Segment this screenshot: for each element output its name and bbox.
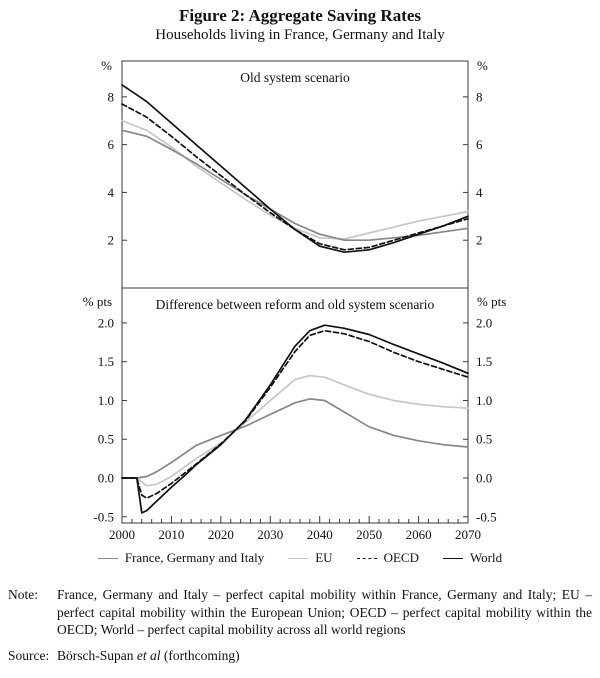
axis-unit-label: % bbox=[101, 58, 112, 73]
source-text: Börsch-Supan et al (forthcoming) bbox=[57, 647, 240, 665]
y-tick-label: 0.0 bbox=[98, 471, 114, 486]
axis-unit-label: % bbox=[477, 58, 488, 73]
series-line-oecd bbox=[121, 103, 469, 251]
y-tick-label: 0.5 bbox=[476, 432, 492, 447]
panel-frame bbox=[121, 287, 469, 524]
series-line-oecd bbox=[121, 329, 469, 500]
x-tick-label: 2070 bbox=[455, 527, 481, 542]
y-tick-label: 1.0 bbox=[98, 393, 114, 408]
x-tick-label: 2030 bbox=[257, 527, 283, 542]
series-line-world bbox=[121, 324, 469, 514]
legend-label: France, Germany and Italy bbox=[124, 550, 265, 565]
panel-frame bbox=[121, 60, 469, 289]
x-tick-label: 2040 bbox=[307, 527, 333, 542]
y-tick-label: 8 bbox=[476, 89, 483, 104]
legend-label: OECD bbox=[383, 550, 419, 565]
legend-item: World bbox=[442, 550, 503, 566]
legend-line-sample bbox=[97, 557, 118, 559]
source-block: Source: Börsch-Supan et al (forthcoming) bbox=[8, 647, 592, 665]
x-tick-label: 2020 bbox=[208, 527, 234, 542]
legend-label: World bbox=[469, 550, 503, 565]
series-line-fgi bbox=[121, 398, 469, 479]
note-block: Note: France, Germany and Italy – perfec… bbox=[8, 586, 592, 639]
legend-label: EU bbox=[315, 550, 333, 565]
saving-rates-chart: 2 2 4 4 6 6 8 8% % Old system scenario -0.5 -0.5 0.0… bbox=[83, 58, 507, 542]
y-tick-label: 1.5 bbox=[98, 354, 114, 369]
legend-item: OECD bbox=[356, 550, 419, 566]
source-label: Source: bbox=[8, 647, 50, 663]
axis-unit-label: % pts bbox=[477, 294, 506, 309]
y-tick-label: 4 bbox=[108, 185, 115, 200]
x-tick-label: 2000 bbox=[109, 527, 135, 542]
y-tick-label: 8 bbox=[108, 89, 115, 104]
panel-title: Old system scenario bbox=[240, 70, 350, 85]
y-tick-label: 2 bbox=[476, 233, 483, 248]
x-tick-label: 2050 bbox=[356, 527, 382, 542]
legend-line-sample bbox=[356, 557, 377, 559]
legend-line-sample bbox=[442, 557, 463, 559]
series-line-world bbox=[121, 84, 469, 254]
note-label: Note: bbox=[8, 587, 38, 602]
source-etal: et al bbox=[136, 647, 161, 663]
y-tick-label: 2 bbox=[108, 233, 115, 248]
legend-line-sample bbox=[288, 557, 309, 559]
series-line-fgi bbox=[121, 129, 469, 242]
y-tick-label: 6 bbox=[476, 137, 483, 152]
y-tick-label: -0.5 bbox=[93, 509, 114, 524]
y-tick-label: -0.5 bbox=[476, 509, 497, 524]
legend-item: EU bbox=[288, 550, 333, 566]
legend-item: France, Germany and Italy bbox=[97, 550, 265, 566]
y-tick-label: 6 bbox=[108, 137, 115, 152]
panel-title: Difference between reform and old system… bbox=[156, 297, 435, 312]
y-tick-label: 2.0 bbox=[98, 315, 114, 330]
axis-unit-label: % pts bbox=[83, 294, 112, 309]
x-tick-label: 2010 bbox=[158, 527, 184, 542]
figure-subtitle: Households living in France, Germany and… bbox=[155, 27, 445, 43]
legend: France, Germany and Italy EU OECD World bbox=[0, 550, 600, 566]
y-tick-label: 1.0 bbox=[476, 393, 492, 408]
source-author: Börsch-Supan bbox=[57, 647, 137, 663]
y-tick-label: 0.5 bbox=[98, 432, 114, 447]
y-tick-label: 1.5 bbox=[476, 354, 492, 369]
figure-title: Figure 2: Aggregate Saving Rates bbox=[178, 6, 422, 25]
y-tick-label: 4 bbox=[476, 185, 483, 200]
x-tick-label: 2060 bbox=[406, 527, 432, 542]
source-status: (forthcoming) bbox=[160, 647, 240, 663]
series-line-eu bbox=[121, 374, 469, 487]
y-tick-label: 0.0 bbox=[476, 471, 492, 486]
y-tick-label: 2.0 bbox=[476, 315, 492, 330]
note-text: France, Germany and Italy – perfect capi… bbox=[57, 587, 592, 638]
series-line-eu bbox=[121, 119, 469, 240]
